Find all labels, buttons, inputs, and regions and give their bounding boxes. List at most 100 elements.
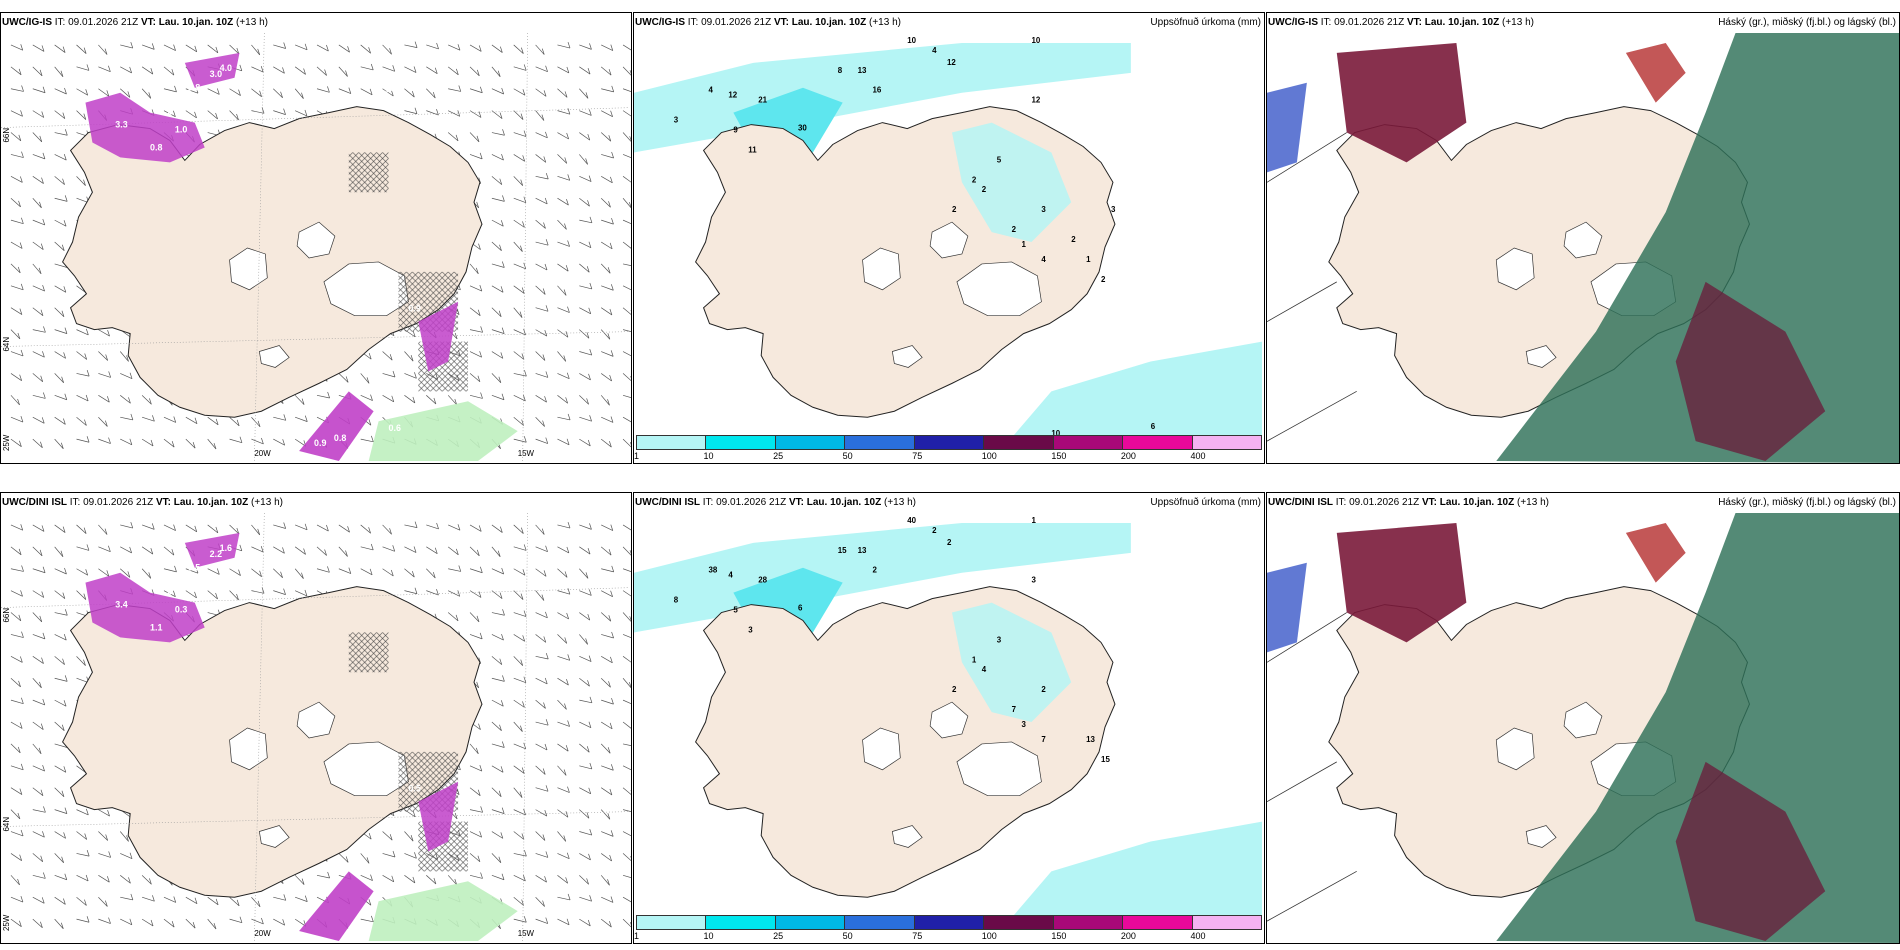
precip-value-label: 2 xyxy=(872,566,877,575)
precip-value-label: 6 xyxy=(798,604,803,613)
latitude-label: 66N xyxy=(2,128,11,143)
precip-value-label: 40 xyxy=(907,516,916,525)
valid-time-label: VT: xyxy=(1406,17,1422,28)
colorbar-swatch xyxy=(1192,436,1261,449)
wind-value-label: 0.9 xyxy=(408,304,420,314)
precip-value-label: 4 xyxy=(982,665,987,674)
wind-maximum-n xyxy=(184,52,240,88)
green-field xyxy=(368,401,518,462)
wind-value-label: 1.8 xyxy=(188,83,200,93)
latitude-label: 25W xyxy=(2,434,11,451)
colorbar-label: 25 xyxy=(773,451,784,461)
precip-band-south xyxy=(991,821,1263,942)
mid-cloud-se xyxy=(1675,761,1826,942)
wind-value-label: 3.4 xyxy=(115,600,127,610)
precip-value-label: 4 xyxy=(1041,255,1046,264)
wind-value-label: 0.3 xyxy=(175,605,187,615)
wind-maximum-n xyxy=(184,532,240,568)
glacier-outline xyxy=(956,261,1042,317)
colorbar-label: 10 xyxy=(703,451,714,461)
glacier-outline xyxy=(929,701,969,739)
panel-cloud-igis: UWC/IG-IS IT: 09.01.2026 21Z VT: Lau. 10… xyxy=(1266,12,1900,464)
model-name: UWC/DINI ISL xyxy=(1268,497,1333,508)
wind-maximum-s xyxy=(299,871,374,942)
init-time: IT: 09.01.2026 21Z xyxy=(54,17,139,28)
panel-header: UWC/IG-IS IT: 09.01.2026 21Z VT: Lau. 10… xyxy=(1267,13,1899,33)
glacier-outline xyxy=(1525,825,1557,848)
precip-value-label: 16 xyxy=(872,86,881,95)
longitude-label: 15W xyxy=(518,929,535,938)
glacier-outline xyxy=(862,247,901,291)
precip-value-label: 4 xyxy=(709,86,714,95)
valid-time: Lau. 10.jan. 10Z xyxy=(1439,497,1515,508)
precip-value-label: 2 xyxy=(932,526,937,535)
glacier-outline xyxy=(258,345,290,368)
glacier-outline xyxy=(296,221,336,259)
colorbar-label: 75 xyxy=(912,931,923,941)
precip-value-label: 2 xyxy=(952,205,957,214)
lead-time: (+13 h) xyxy=(251,497,283,508)
valid-time-label: VT: xyxy=(773,17,789,28)
precip-value-label: 30 xyxy=(798,124,807,133)
glacier-outline xyxy=(891,345,923,368)
colorbar-labels: 1 10 25 50 75 100 150 200 400 xyxy=(634,451,1262,461)
valid-time-label: VT: xyxy=(1421,497,1437,508)
iceland-coastline xyxy=(695,586,1116,898)
colorbar-label: 75 xyxy=(912,451,923,461)
colorbar-swatch xyxy=(845,436,915,449)
mid-cloud-n xyxy=(1625,42,1686,103)
init-time: IT: 09.01.2026 21Z xyxy=(687,17,772,28)
panel-title: Uppsöfnuð úrkoma (mm) xyxy=(1150,497,1261,508)
precip-value-label: 1 xyxy=(1031,516,1036,525)
colorbar-swatch xyxy=(914,916,985,929)
precip-value-label: 1 xyxy=(972,655,977,664)
colorbar-swatch xyxy=(984,436,1054,449)
precip-value-label: 11 xyxy=(748,145,757,154)
panel-wind-dini: UWC/DINI ISL IT: 09.01.2026 21Z VT: Lau.… xyxy=(0,492,632,944)
precip-value-label: 2 xyxy=(1071,235,1076,244)
glacier-outline xyxy=(1525,345,1557,368)
map-canvas xyxy=(1267,33,1899,463)
precip-value-label: 5 xyxy=(997,155,1002,164)
precip-value-label: 10 xyxy=(1031,36,1040,45)
valid-time: Lau. 10.jan. 10Z xyxy=(791,17,867,28)
mid-cloud-nw xyxy=(1336,42,1467,163)
high-cloud-field xyxy=(1496,33,1899,463)
wind-value-label: 3.3 xyxy=(115,120,127,130)
precip-value-label: 12 xyxy=(1031,96,1040,105)
precip-value-label: 38 xyxy=(709,566,718,575)
precip-value-label: 8 xyxy=(674,596,679,605)
map-cloud xyxy=(1267,513,1899,943)
wind-value-label: 1.0 xyxy=(175,125,187,135)
precip-inland xyxy=(951,602,1072,723)
precip-value-label: 12 xyxy=(728,91,737,100)
valid-time: Lau. 10.jan. 10Z xyxy=(173,497,249,508)
mid-cloud-n xyxy=(1625,522,1686,583)
valid-time: Lau. 10.jan. 10Z xyxy=(1424,17,1500,28)
panel-precip-dini: UWC/DINI ISL IT: 09.01.2026 21Z VT: Lau.… xyxy=(633,492,1265,944)
colorbar-label: 10 xyxy=(703,931,714,941)
precip-value-label: 2 xyxy=(1101,275,1106,284)
iceland-coastline xyxy=(695,106,1116,418)
precip-band-south xyxy=(991,341,1263,462)
precip-value-label: 3 xyxy=(748,625,753,634)
longitude-label: 20W xyxy=(254,929,271,938)
latitude-label: 64N xyxy=(2,817,11,832)
precip-value-label: 3 xyxy=(1022,720,1027,729)
map-canvas xyxy=(1267,513,1899,943)
lead-time: (+13 h) xyxy=(884,497,916,508)
precip-value-label: 1 xyxy=(1022,240,1027,249)
glacier-outline xyxy=(929,221,969,259)
precip-value-label: 15 xyxy=(838,546,847,555)
precip-value-label: 7 xyxy=(1012,705,1017,714)
init-time: IT: 09.01.2026 21Z xyxy=(702,497,787,508)
colorbar-swatch xyxy=(845,916,915,929)
green-field xyxy=(368,881,518,942)
wind-value-label: 0.5 xyxy=(408,784,420,794)
glacier-outline xyxy=(862,727,901,771)
wind-value-label: 0.6 xyxy=(389,423,401,433)
panel-header: UWC/DINI ISL IT: 09.01.2026 21Z VT: Lau.… xyxy=(1267,493,1899,513)
colorbar-swatch xyxy=(1053,916,1124,929)
colorbar-label: 1 xyxy=(634,931,640,941)
